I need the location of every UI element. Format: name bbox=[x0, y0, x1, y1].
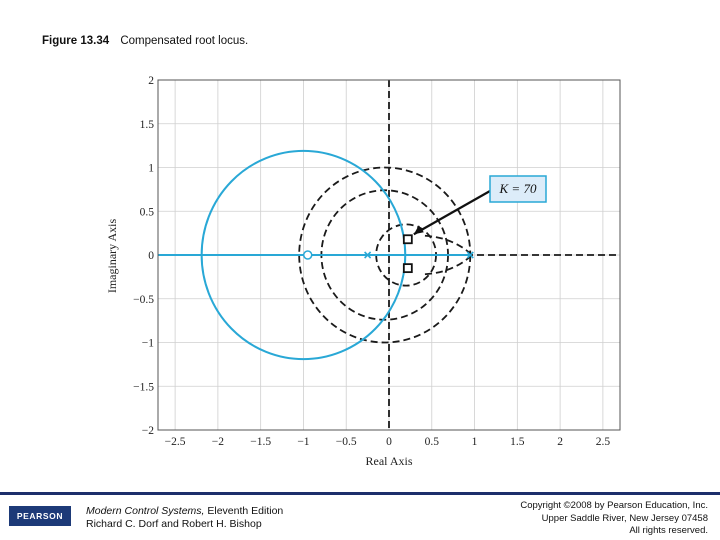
figure-title: Figure 13.34 Compensated root locus. bbox=[42, 35, 248, 47]
dashed-lobe-lower bbox=[424, 254, 473, 276]
annotation-text: K = 70 bbox=[499, 181, 537, 196]
closed-loop-pole-1 bbox=[402, 263, 413, 274]
figure-caption: Compensated root locus. bbox=[120, 35, 249, 47]
x-tick-label: −1.5 bbox=[250, 436, 271, 448]
closed-loop-pole-0 bbox=[402, 234, 413, 245]
y-axis-label: Imaginary Axis bbox=[105, 219, 119, 294]
book-info: Modern Control Systems, Eleventh Edition… bbox=[86, 505, 283, 531]
book-title: Modern Control Systems, bbox=[86, 505, 205, 517]
open-loop-pole-0 bbox=[364, 251, 372, 259]
open-loop-pole-1 bbox=[466, 251, 474, 259]
annotation-arrowhead bbox=[413, 225, 424, 235]
x-tick-label: 2.5 bbox=[596, 436, 611, 448]
y-tick-label: −1.5 bbox=[133, 381, 154, 393]
annotation-arrow bbox=[413, 190, 491, 236]
annotation-box bbox=[489, 175, 547, 203]
copyright-line-3: All rights reserved. bbox=[629, 525, 708, 536]
y-tick-label: 1 bbox=[148, 163, 154, 175]
y-tick-label: 0 bbox=[148, 250, 154, 262]
x-tick-label: 0.5 bbox=[425, 436, 440, 448]
copyright: Copyright ©2008 by Pearson Education, In… bbox=[520, 500, 708, 538]
pearson-logo: PEARSON bbox=[9, 506, 71, 526]
y-tick-label: 0.5 bbox=[140, 206, 155, 218]
book-edition: Eleventh Edition bbox=[204, 505, 284, 517]
root-locus-plot: −2.5 −2 −1.5 −1 −0.5 0 0.5 1 1.5 2 2.5 2 1.5 1 0.5 0 −0.… bbox=[105, 75, 621, 468]
x-tick-label: −2.5 bbox=[165, 436, 186, 448]
x-tick-label: −1 bbox=[297, 436, 309, 448]
markers bbox=[302, 234, 474, 274]
root-locus bbox=[158, 149, 471, 361]
y-tick-label: 1.5 bbox=[140, 119, 155, 131]
copyright-line-2: Upper Saddle River, New Jersey 07458 bbox=[541, 512, 708, 524]
annotation: K = 70 bbox=[413, 175, 547, 236]
x-tick-label: −0.5 bbox=[336, 436, 357, 448]
y-tick-label: −2 bbox=[142, 425, 154, 437]
open-loop-zero-0 bbox=[302, 250, 313, 260]
figure-number: Figure 13.34 bbox=[42, 35, 110, 47]
x-tick-label: 1.5 bbox=[510, 436, 525, 448]
x-axis-label: Real Axis bbox=[366, 454, 413, 468]
dashed-lobe-upper bbox=[424, 234, 473, 256]
copyright-line-1: Copyright ©2008 by Pearson Education, In… bbox=[520, 500, 708, 511]
footer-bar bbox=[0, 492, 720, 495]
x-tick-label: 1 bbox=[472, 436, 478, 448]
x-tick-label: 0 bbox=[386, 436, 392, 448]
book-authors: Richard C. Dorf and Robert H. Bishop bbox=[86, 518, 262, 530]
tick-labels: −2.5 −2 −1.5 −1 −0.5 0 0.5 1 1.5 2 2.5 2 1.5 1 0.5 0 −0.… bbox=[133, 75, 610, 448]
x-tick-label: 2 bbox=[557, 436, 563, 448]
x-tick-label: −2 bbox=[212, 436, 224, 448]
y-tick-label: 2 bbox=[148, 75, 154, 87]
y-tick-label: −0.5 bbox=[133, 294, 154, 306]
plot-frame bbox=[157, 79, 621, 431]
y-tick-label: −1 bbox=[142, 338, 154, 350]
